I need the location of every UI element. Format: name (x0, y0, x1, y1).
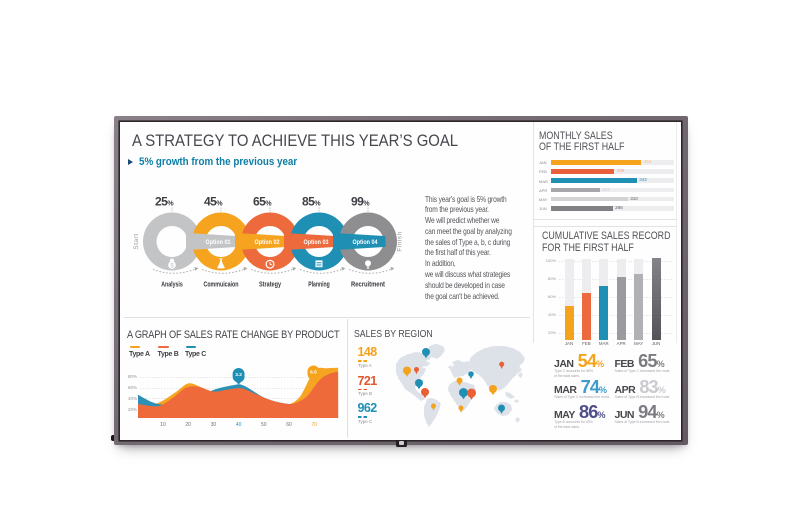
svg-text:3.2: 3.2 (235, 372, 242, 378)
svg-text:Option 04: Option 04 (353, 239, 378, 246)
svg-text:85%: 85% (302, 195, 321, 209)
svg-text:Commuicaion: Commuicaion (204, 280, 239, 289)
svg-text:Start: Start (133, 233, 140, 249)
svg-text:25%: 25% (155, 195, 174, 209)
svg-text:Strategy: Strategy (259, 280, 281, 289)
svg-text:45%: 45% (204, 195, 223, 209)
svg-text:Option 01: Option 01 (206, 239, 231, 246)
svg-text:Analysis: Analysis (161, 280, 183, 289)
svg-text:Planning: Planning (308, 280, 330, 289)
svg-text:$: $ (170, 263, 174, 269)
svg-text:Option 02: Option 02 (255, 239, 280, 246)
svg-text:99%: 99% (351, 195, 370, 209)
svg-text:6.5: 6.5 (310, 369, 317, 375)
svg-text:Finish: Finish (397, 231, 404, 251)
svg-text:Option 03: Option 03 (304, 239, 329, 246)
svg-text:Recruitment: Recruitment (351, 280, 385, 289)
svg-text:65%: 65% (253, 195, 272, 209)
